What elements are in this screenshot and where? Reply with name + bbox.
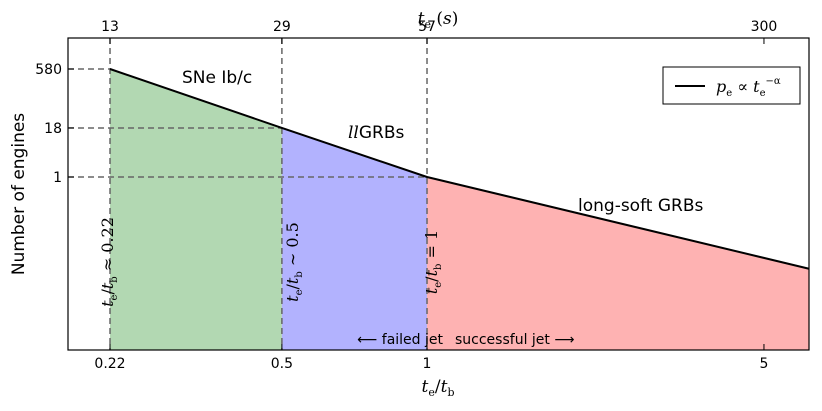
x-bottom-tick-label-4: 5 — [760, 356, 769, 372]
shaded-regions — [110, 69, 809, 350]
dashed-guides — [68, 38, 428, 350]
y-axis-label: Number of engines — [9, 113, 29, 275]
x-top-axis-label: te (s) — [418, 9, 459, 31]
region-label-sne: SNe Ib/c — [182, 68, 252, 88]
region-3 — [427, 177, 809, 350]
x-bottom-axis-label: te/tb — [422, 377, 455, 399]
y-tick-label-2: 18 — [44, 121, 62, 137]
annotation-ratio-05: te/tb ∼ 0.5 — [283, 222, 305, 302]
x-bottom-tick-label-3: 1 — [423, 356, 432, 372]
annotation-ratio-022: te/tb ≈ 0.22 — [98, 217, 120, 307]
x-bottom-tick-label-2: 0.5 — [271, 356, 293, 372]
legend-entry: pe ∝ te−α — [716, 76, 781, 99]
legend: pe ∝ te−α — [662, 66, 801, 105]
y-tick-label-3: 1 — [53, 170, 62, 186]
x-bottom-tick-label-1: 0.22 — [94, 356, 125, 372]
x-top-tick-label-4: 300 — [751, 19, 778, 35]
series-line — [109, 68, 810, 270]
x-top-tick-label-3: 57 — [418, 19, 436, 35]
failed-jet-label: ⟵ failed jet — [357, 332, 443, 348]
y-tick-label-1: 580 — [35, 62, 62, 78]
region-label-llgrbs: llGRBs — [348, 123, 405, 143]
region-2 — [281, 127, 428, 350]
annotation-ratio-1: te/tb = 1 — [422, 230, 444, 294]
x-top-tick-label-1: 13 — [101, 19, 119, 35]
successful-jet-label: successful jet ⟶ — [455, 332, 574, 348]
plot-frame — [67, 37, 810, 351]
region-label-longsoft: long-soft GRBs — [578, 196, 703, 216]
axis-ticks: 0.22 0.5 1 5 13 29 57 300 580 18 1 — [35, 19, 777, 372]
x-top-tick-label-2: 29 — [273, 19, 291, 35]
power-law-line — [109, 68, 810, 270]
region-1 — [110, 69, 282, 350]
